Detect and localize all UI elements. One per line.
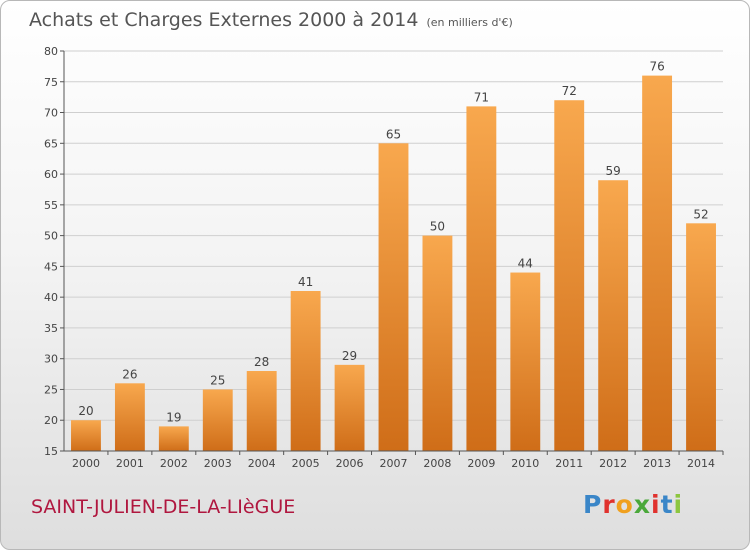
data-label-2000: 20	[78, 404, 93, 418]
chart-title: Achats et Charges Externes 2000 à 2014	[29, 9, 419, 31]
bar-2007	[378, 143, 409, 452]
logo-letter: x	[633, 490, 651, 519]
x-tick-label: 2011	[555, 457, 583, 470]
x-tick-label: 2012	[599, 457, 627, 470]
x-tick-label: 2004	[248, 457, 276, 470]
x-tick-label: 2008	[423, 457, 451, 470]
logo-letter: r	[602, 490, 616, 519]
data-label-2001: 26	[122, 367, 137, 381]
y-tick-label: 35	[44, 322, 58, 335]
y-tick-label: 15	[44, 445, 58, 458]
axes: 15 20 25 30 35 40 45 50 55 60 65 70 75 80 2000 2001 2002…	[44, 45, 724, 470]
bar-2006	[334, 364, 365, 451]
data-label-2004: 28	[254, 355, 269, 369]
y-tick-label: 45	[44, 260, 58, 273]
y-tick-label: 75	[44, 76, 58, 89]
data-label-2012: 59	[606, 164, 621, 178]
bar-2005	[290, 291, 321, 451]
x-tick-label: 2003	[204, 457, 232, 470]
data-label-2006: 29	[342, 349, 357, 363]
x-tick-label: 2000	[72, 457, 100, 470]
bar-2000	[71, 420, 101, 451]
unit-note: (en milliers d'€)	[426, 16, 513, 29]
bar-2011	[554, 100, 585, 451]
logo-letter: t	[660, 490, 674, 519]
y-tick-label: 40	[44, 291, 58, 304]
x-tick-label: 2013	[643, 457, 671, 470]
y-tick-label: 50	[44, 230, 58, 243]
proxiti-logo: Proxiti	[583, 490, 683, 519]
x-tick-label: 2009	[467, 457, 495, 470]
y-tick-label: 25	[44, 383, 58, 396]
bar-2014	[686, 223, 716, 451]
data-label-2011: 72	[562, 84, 577, 98]
bar-2012	[598, 180, 629, 451]
y-tick-label: 70	[44, 107, 58, 120]
logo-letter: P	[583, 490, 603, 519]
x-tick-label: 2007	[380, 457, 408, 470]
data-label-2010: 44	[518, 257, 533, 271]
bar-2004	[246, 371, 277, 451]
chart-title-block: Achats et Charges Externes 2000 à 2014 (e…	[29, 9, 513, 31]
x-tick-label: 2010	[511, 457, 539, 470]
x-tick-label: 2001	[116, 457, 144, 470]
logo-letter: i	[673, 490, 684, 519]
y-tick-label: 55	[44, 199, 58, 212]
y-tick-label: 65	[44, 137, 58, 150]
y-tick-label: 60	[44, 168, 58, 181]
data-label-2014: 52	[693, 207, 708, 221]
y-tick-label: 30	[44, 353, 58, 366]
x-tick-label: 2002	[160, 457, 188, 470]
bar-2013	[642, 75, 673, 451]
bar-2010	[510, 272, 541, 451]
data-label-2007: 65	[386, 127, 401, 141]
x-tick-label: 2006	[336, 457, 364, 470]
data-label-2009: 71	[474, 90, 489, 104]
data-label-2003: 25	[210, 373, 225, 387]
bar-2001	[114, 383, 145, 451]
y-tick-label: 20	[44, 414, 58, 427]
data-label-2013: 76	[649, 60, 664, 74]
x-tick-label: 2005	[292, 457, 320, 470]
y-tick-label: 80	[44, 45, 58, 58]
x-tick-label: 2014	[687, 457, 715, 470]
commune-name: SAINT-JULIEN-DE-LA-LIèGUE	[31, 496, 296, 518]
bar-2009	[466, 106, 497, 451]
bar-2003	[202, 389, 233, 451]
logo-letter: i	[651, 490, 661, 519]
logo-letter: o	[615, 490, 634, 519]
bar-2002	[158, 426, 189, 451]
data-label-2005: 41	[298, 275, 313, 289]
data-label-2002: 19	[166, 410, 181, 424]
bars: 20 26 19 25 28 41 29 65 50 71 44 72 59 76 52	[71, 60, 716, 452]
bar-2008	[422, 235, 453, 451]
data-label-2008: 50	[430, 220, 445, 234]
